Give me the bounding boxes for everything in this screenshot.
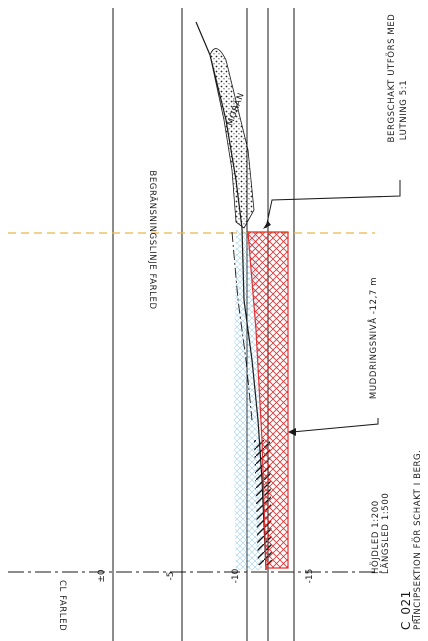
rock-excavation-note-line1: BERGSCHAKT UTFÖRS MED — [386, 14, 397, 143]
seabed-dashed — [231, 231, 253, 421]
level-label-0: ±0 — [97, 569, 107, 583]
sheet-id: C_021 — [399, 590, 413, 630]
level-label-minus5: -5 — [166, 572, 176, 581]
dredging-level-note: MUDDRINGSNIVÅ -12,7 m — [367, 277, 379, 399]
leader-dredging — [291, 418, 379, 433]
scale-horizontal: LÄNGSLED 1:500 — [380, 493, 391, 574]
drawing-title: PRINCIPSEKTION FÖR SCHAKT I BERG. — [412, 449, 423, 630]
level-label-minus15: -15 — [305, 569, 315, 584]
rock-excavation-area — [247, 231, 289, 569]
level-label-minus10: -10 — [231, 568, 241, 583]
centerline-label: CL FARLED — [57, 580, 67, 631]
arrowhead-dredging — [288, 428, 296, 436]
rock-excavation-note-line2: LUTNING 5:1 — [399, 80, 409, 141]
arrowhead-slope — [263, 221, 271, 229]
leader-slope — [265, 180, 401, 229]
scale-vertical: HÖJDLED 1:200 — [370, 500, 381, 574]
boundary-label: BEGRÄNSNINGSLINJE FARLED — [147, 170, 158, 309]
moraine-deposit — [209, 48, 255, 229]
